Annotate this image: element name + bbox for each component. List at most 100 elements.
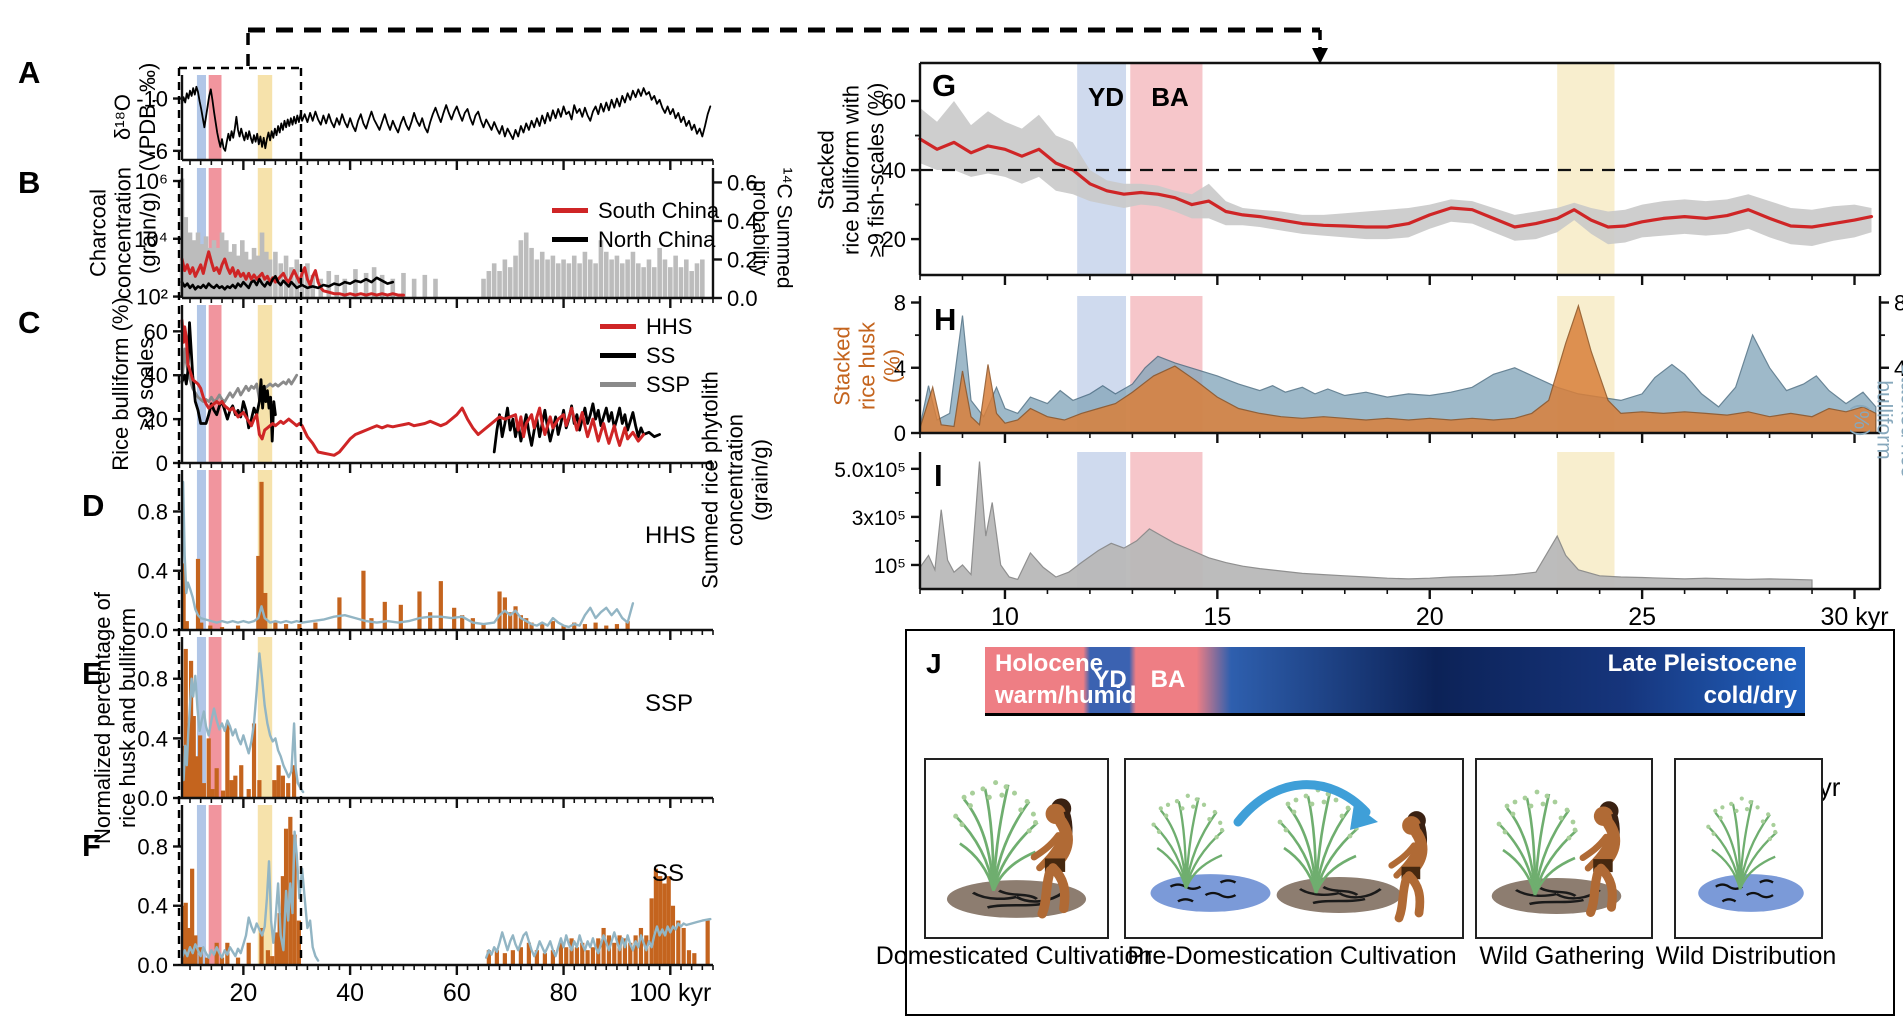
svg-text:0.6: 0.6 (727, 170, 758, 195)
svg-text:30 kyr: 30 kyr (1820, 603, 1888, 631)
legend-item: North China (552, 225, 719, 254)
svg-text:0.4: 0.4 (137, 894, 168, 919)
svg-text:60: 60 (443, 979, 471, 1007)
svg-text:8: 8 (894, 291, 906, 316)
climate-timeline-bar (985, 647, 1805, 716)
yd-band-label: YD (1087, 82, 1125, 112)
panel-i-ylabel: Summed rice phytolith concentration (grain… (697, 371, 773, 589)
svg-text:0: 0 (156, 451, 168, 476)
water-icon (1149, 872, 1272, 914)
svg-text:0.8: 0.8 (137, 667, 168, 692)
domesticated-cultivation-box (924, 758, 1109, 939)
caption-wild-gathering: Wild Gathering (1479, 942, 1645, 970)
panel-b-ylabel: Charcoal concentration (grain/g) (85, 166, 161, 300)
svg-text:4: 4 (894, 356, 906, 381)
svg-text:10²: 10² (136, 285, 168, 310)
svg-text:5.0x10⁵: 5.0x10⁵ (834, 459, 906, 482)
svg-text:100 kyr: 100 kyr (629, 979, 711, 1007)
legend-item: SS (600, 341, 692, 370)
panel-d-chart: 0.8 0.4 0.0 (137, 470, 714, 643)
zoom-region-dashes (177, 66, 303, 965)
svg-text:40: 40 (882, 158, 906, 183)
ba-timeline-label: BA (1150, 666, 1186, 693)
panel-e-tag: SSP (645, 690, 694, 717)
svg-text:20: 20 (1416, 603, 1444, 631)
hhs-swatch (600, 324, 636, 329)
svg-text:10: 10 (991, 603, 1019, 631)
legend-item: South China (552, 196, 719, 225)
panel-h-ylabel-left: Stacked rice husk (%) (829, 321, 905, 411)
svg-text:-10: -10 (136, 87, 168, 112)
svg-text:60: 60 (144, 319, 168, 344)
ssp-swatch (600, 382, 636, 387)
panel-a-ylabel: δ¹⁸O (VPDB, ‰) (110, 62, 160, 172)
north-china-swatch (552, 237, 588, 242)
panel-g-ylabel: Stacked rice bulliform with ≥9 fish-scales… (813, 82, 889, 258)
svg-text:8: 8 (1894, 291, 1903, 316)
panel-g-letter: G (932, 68, 957, 103)
svg-text:0.4: 0.4 (137, 559, 168, 584)
svg-text:4: 4 (1894, 356, 1903, 381)
caption-wild-distribution: Wild Distribution (1655, 942, 1837, 970)
panel-a-letter: A (18, 55, 41, 90)
svg-text:40: 40 (336, 979, 364, 1007)
panel-b-ylabel-right: ¹⁴C Summed probability (749, 167, 796, 289)
legend-item: HHS (600, 312, 692, 341)
cold-dry-label: cold/dry (1703, 682, 1797, 709)
panel-f-tag: SS (652, 860, 685, 887)
panel-b-chart: 10⁶ 10⁴ 10² 0.6 0.4 0.2 0.0 (134, 168, 758, 311)
svg-text:0.4: 0.4 (137, 726, 168, 751)
panel-g-chart: 60 40 20 (882, 61, 1882, 285)
svg-text:10⁴: 10⁴ (134, 227, 168, 252)
panel-c-ylabel: Rice bulliform (%) ≥9 scales (108, 297, 158, 471)
wild-distribution-box (1674, 758, 1823, 939)
panel-h-ylabel-right: Stacked rice bulliform (%) (1849, 362, 1903, 478)
panel-i-chart: 5.0x10⁵ 3x10⁵ 10⁵ 10 15 20 25 30 kyr (834, 452, 1889, 631)
panel-c-letter: C (18, 305, 41, 340)
svg-text:60: 60 (882, 89, 906, 114)
svg-text:0: 0 (894, 421, 906, 446)
late-pleistocene-label: Late Pleistocene (1607, 650, 1797, 677)
panel-b-legend: South China North China (552, 196, 719, 254)
ss-swatch (600, 353, 636, 358)
legend-item: SSP (600, 370, 692, 399)
panel-h-chart: 8 4 0 8 4 (894, 291, 1903, 446)
svg-text:20: 20 (882, 227, 906, 252)
rice-plant-icon (951, 778, 1040, 893)
panel-e-letter: E (82, 656, 103, 691)
panel-d-tag: HHS (645, 522, 696, 549)
panel-j-letter: J (926, 648, 942, 679)
holocene-label: Holocene (995, 650, 1104, 677)
transplant-arrowhead-icon (1350, 804, 1378, 830)
caption-pre-domestication: Pre-Domestication Cultivation (1127, 942, 1457, 970)
caption-domesticated: Domesticated Cultivation (875, 942, 1153, 970)
soil-icon (1490, 876, 1623, 916)
svg-text:0.0: 0.0 (137, 618, 168, 643)
svg-text:0.2: 0.2 (727, 247, 758, 272)
panel-a-chart: -10 -6 (136, 75, 714, 170)
south-china-swatch (552, 208, 588, 213)
panel-i-letter: I (934, 458, 943, 493)
soil-icon (1275, 875, 1403, 915)
panel-e-chart: 0.8 0.4 0.0 (137, 637, 714, 811)
panel-h-letter: H (934, 302, 957, 337)
ba-band-label: BA (1151, 82, 1189, 112)
svg-text:0.8: 0.8 (137, 499, 168, 524)
pre-domestication-box (1124, 758, 1464, 939)
svg-text:20: 20 (144, 407, 168, 432)
farmer-icon (1392, 811, 1426, 918)
transplant-arrow-icon (1233, 780, 1371, 827)
panel-def-ylabel: Normalized percentage of rice husk and bu… (90, 592, 140, 844)
svg-text:10⁶: 10⁶ (134, 169, 168, 194)
svg-text:0.4: 0.4 (727, 209, 758, 234)
svg-text:15: 15 (1203, 603, 1231, 631)
svg-text:40: 40 (144, 363, 168, 388)
svg-text:3x10⁵: 3x10⁵ (852, 507, 906, 530)
warm-humid-label: warm/humid (995, 682, 1137, 709)
panel-f-letter: F (82, 828, 101, 863)
svg-text:0.0: 0.0 (137, 953, 168, 978)
svg-text:10⁵: 10⁵ (874, 555, 906, 578)
panel-c-chart: 60 40 20 0 (144, 305, 714, 476)
